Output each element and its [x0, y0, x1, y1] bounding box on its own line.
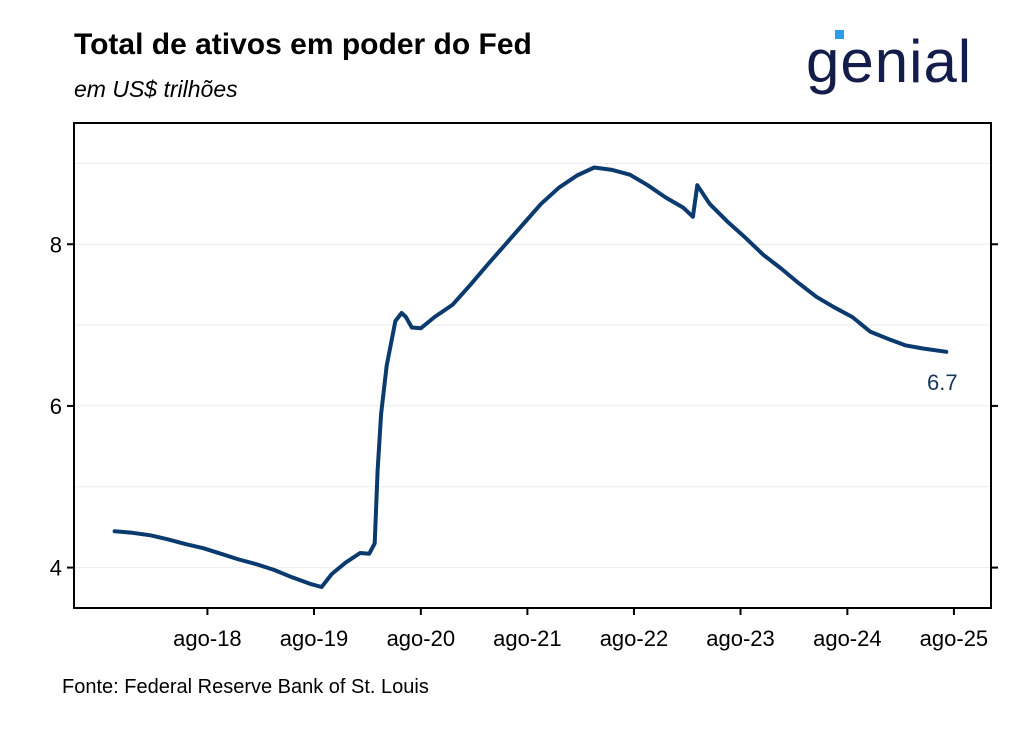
x-tick-label: ago-22 — [600, 626, 669, 651]
y-axis: 4 6 8 — [50, 232, 998, 581]
plot-frame — [73, 122, 992, 609]
chart-subtitle: em US$ trilhões — [74, 76, 238, 102]
chart-title: Total de ativos em poder do Fed — [74, 28, 532, 61]
y-tick-label: 6 — [50, 394, 62, 419]
x-tick-label: ago-21 — [493, 626, 562, 651]
x-tick-label: ago-24 — [813, 626, 882, 651]
x-tick-label: ago-23 — [706, 626, 775, 651]
logo-text: genial — [806, 28, 972, 95]
x-tick-label: ago-18 — [173, 626, 242, 651]
end-value-label: 6.7 — [927, 370, 958, 395]
genial-logo: genial — [806, 28, 972, 95]
series-line-total-assets — [112, 165, 949, 589]
y-tick-label: 4 — [50, 556, 62, 581]
logo-accent-mark — [835, 30, 844, 39]
source-note: Fonte: Federal Reserve Bank of St. Louis — [62, 676, 429, 698]
y-tick-label: 8 — [50, 232, 62, 257]
x-axis: ago-18 ago-19 ago-20 ago-21 ago-22 ago-23 ago-… — [173, 608, 988, 651]
grid-lines — [74, 162, 991, 569]
x-tick-label: ago-20 — [387, 626, 456, 651]
x-tick-label: ago-25 — [920, 626, 989, 651]
x-tick-label: ago-19 — [280, 626, 349, 651]
